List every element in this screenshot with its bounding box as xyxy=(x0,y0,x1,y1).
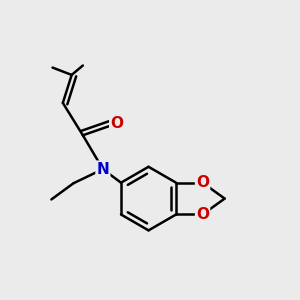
Text: O: O xyxy=(196,175,209,190)
Text: N: N xyxy=(97,162,109,177)
Text: O: O xyxy=(110,116,123,131)
Text: O: O xyxy=(196,207,209,222)
